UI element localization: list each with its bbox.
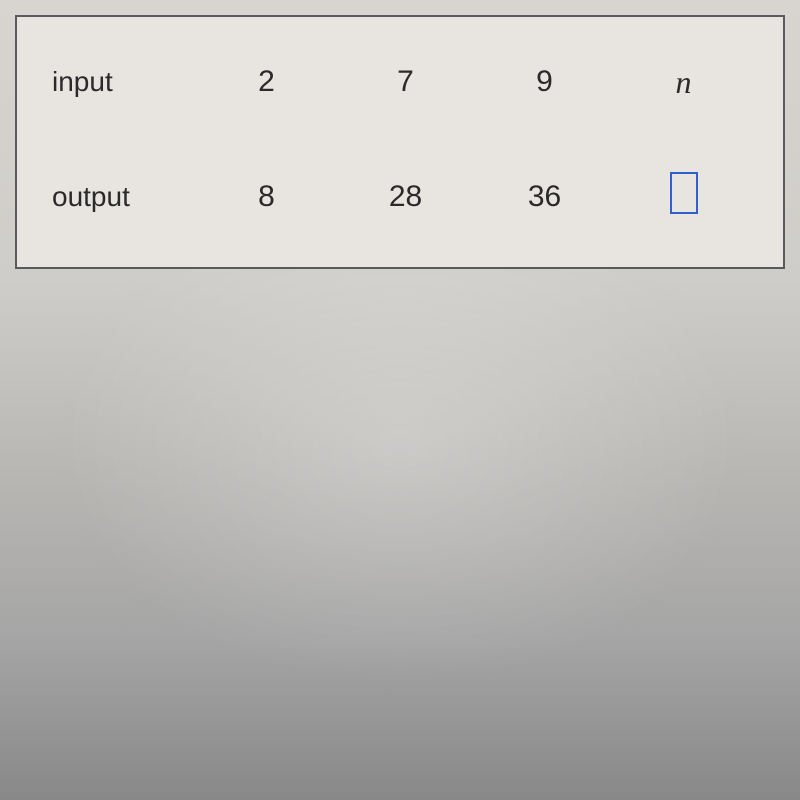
input-cell-2: 7 — [336, 65, 475, 99]
output-cell-3: 36 — [475, 180, 614, 214]
row-spacer — [47, 112, 753, 167]
output-row: output 8 28 36 — [47, 167, 753, 227]
output-cell-2: 28 — [336, 180, 475, 214]
output-cell-answer — [614, 172, 753, 222]
input-cell-1: 2 — [197, 65, 336, 99]
output-row-label: output — [47, 181, 197, 213]
input-row: input 2 7 9 n — [47, 52, 753, 112]
input-row-label: input — [47, 66, 197, 98]
answer-input-box[interactable] — [670, 172, 698, 214]
io-table: input 2 7 9 n output 8 28 36 — [15, 15, 785, 269]
output-cell-1: 8 — [197, 180, 336, 214]
input-cell-3: 9 — [475, 65, 614, 99]
input-cell-variable: n — [614, 64, 753, 101]
